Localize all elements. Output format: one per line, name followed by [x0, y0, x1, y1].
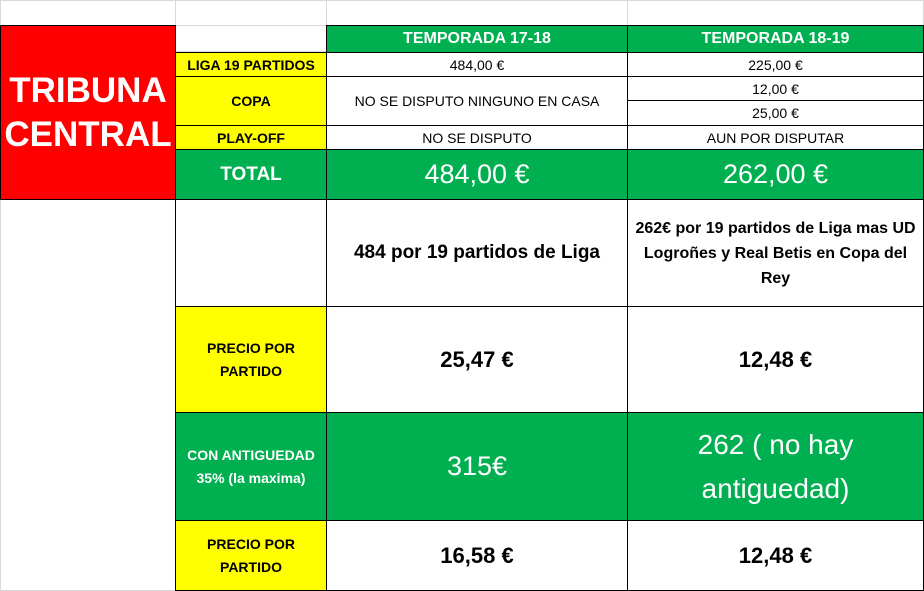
copa-season-1: NO SE DISPUTO NINGUNO EN CASA — [326, 76, 628, 126]
copa-season-2-b: 25,00 € — [627, 100, 924, 126]
liga-season-1: 484,00 € — [326, 52, 628, 77]
precio-1-season-2: 12,48 € — [627, 306, 924, 413]
row-label-precio-2: PRECIO POR PARTIDO — [175, 520, 327, 591]
tribuna-line-1: TRIBUNA — [9, 70, 167, 110]
grid-cell — [0, 199, 176, 591]
playoff-season-2: AUN POR DISPUTAR — [627, 125, 924, 150]
total-season-2: 262,00 € — [627, 149, 924, 200]
row-label-antiguedad: CON ANTIGUEDAD 35% (la maxima) — [175, 412, 327, 521]
row-label-playoff: PLAY-OFF — [175, 125, 327, 150]
note-season-1: 484 por 19 partidos de Liga — [326, 199, 628, 307]
grid-cell — [175, 25, 327, 52]
total-season-1: 484,00 € — [326, 149, 628, 200]
grid-cell — [0, 0, 176, 26]
header-season-2: TEMPORADA 18-19 — [627, 25, 924, 53]
precio-2-season-1: 16,58 € — [326, 520, 628, 591]
row-label-copa: COPA — [175, 76, 327, 126]
grid-cell — [627, 0, 924, 26]
precio-1-season-1: 25,47 € — [326, 306, 628, 413]
liga-season-2: 225,00 € — [627, 52, 924, 77]
tribuna-line-2: CENTRAL — [4, 114, 172, 154]
copa-season-2-a: 12,00 € — [627, 76, 924, 101]
notes-empty-cell — [175, 199, 327, 307]
row-label-precio-1: PRECIO POR PARTIDO — [175, 306, 327, 413]
header-season-1: TEMPORADA 17-18 — [326, 25, 628, 53]
note-season-2: 262€ por 19 partidos de Liga mas UD Logr… — [627, 199, 924, 307]
grid-cell — [326, 0, 628, 26]
row-label-liga: LIGA 19 PARTIDOS — [175, 52, 327, 77]
tribuna-central-block: TRIBUNA CENTRAL — [0, 25, 176, 200]
row-label-total: TOTAL — [175, 149, 327, 200]
grid-cell — [175, 0, 327, 26]
antiguedad-season-2: 262 ( no hay antiguedad) — [627, 412, 924, 521]
precio-2-season-2: 12,48 € — [627, 520, 924, 591]
antiguedad-season-1: 315€ — [326, 412, 628, 521]
playoff-season-1: NO SE DISPUTO — [326, 125, 628, 150]
